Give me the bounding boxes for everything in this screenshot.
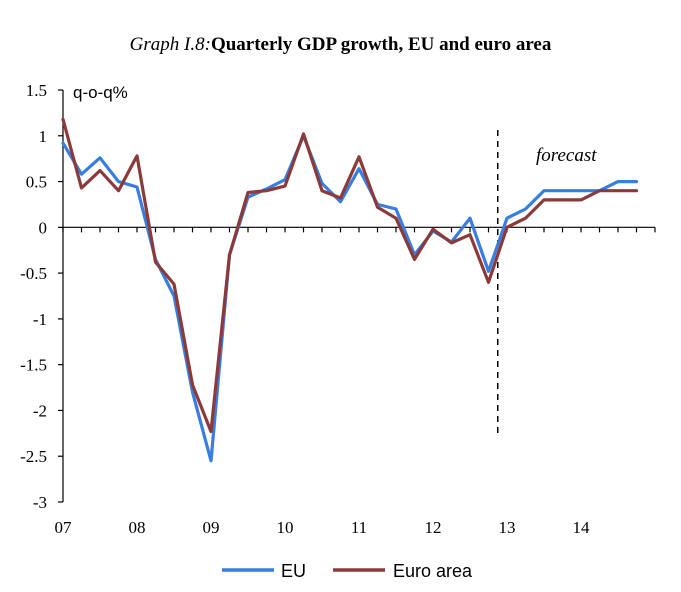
x-tick-label: 14 [573,518,591,537]
y-tick-label: -1 [33,310,47,329]
y-tick-label: 1 [39,127,48,146]
y-tick-label: -1.5 [20,356,47,375]
series-group [61,117,639,463]
x-tick-label: 13 [499,518,516,537]
legend: EU Euro area [222,561,473,581]
x-tick-label: 12 [425,518,442,537]
y-tick-label: 1.5 [26,81,47,100]
legend-label-eu: EU [281,561,306,581]
series-line-eu [61,134,639,463]
x-tick-label: 08 [129,518,146,537]
x-tick-labels: 07 08 09 10 11 12 13 14 [55,227,656,537]
y-tick-label: -2 [33,401,47,420]
x-tick-label: 07 [55,518,73,537]
y-tick-label: -3 [33,493,47,512]
y-tick-label: -0.5 [20,264,47,283]
y-tick-labels: 1.5 1 0.5 0 -0.5 -1 -1.5 -2 -2.5 -3 [20,81,63,512]
chart-title-prefix: Graph I.8: [129,34,211,55]
x-tick-label: 10 [277,518,294,537]
y-tick-label: 0 [39,218,48,237]
x-tick-label: 09 [203,518,220,537]
forecast-label: forecast [536,145,597,166]
y-tick-label: 0.5 [26,173,47,192]
chart-title-main: Quarterly GDP growth, EU and euro area [210,34,552,55]
x-tick-label: 11 [351,518,367,537]
chart-title: Graph I.8:Quarterly GDP growth, EU and e… [0,34,681,56]
legend-label-euro-area: Euro area [393,561,473,581]
unit-label: q-o-q% [73,83,128,102]
series-line-euro-area [61,117,639,434]
y-tick-label: -2.5 [20,447,47,466]
